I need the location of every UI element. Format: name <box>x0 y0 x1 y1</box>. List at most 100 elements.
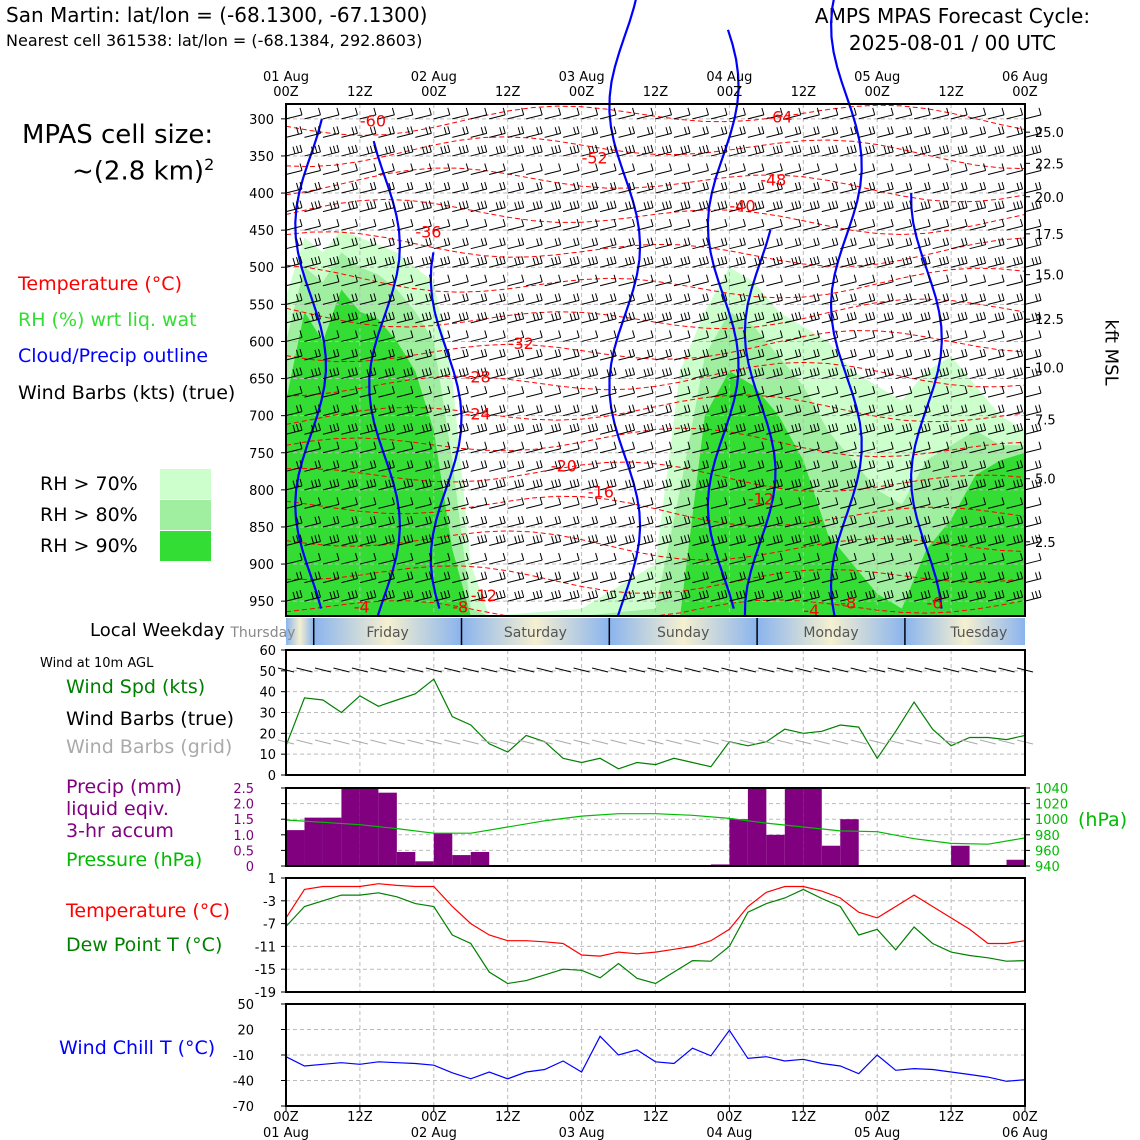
wind-barb-feather <box>779 144 783 153</box>
wind-barb-feather <box>946 200 950 208</box>
wind-barb-feather <box>739 238 743 246</box>
wind-barb-feather <box>539 385 543 394</box>
wind-barb-feather <box>521 571 525 579</box>
wind-barb <box>729 336 746 342</box>
wind-barb-feather <box>296 294 299 302</box>
wind-barb-feather <box>957 424 961 433</box>
wind-barb <box>544 392 561 398</box>
wind-barb <box>914 374 931 380</box>
wind-barb <box>396 559 413 565</box>
wind-barb-feather <box>687 460 691 468</box>
wind-barb-feather <box>628 479 632 487</box>
wind-barb <box>987 151 1005 157</box>
wind-barb <box>1006 262 1023 268</box>
wind-barb <box>526 578 543 584</box>
wind-barb-feather <box>1038 293 1042 301</box>
wind-barb-feather <box>779 534 783 542</box>
wind-barb-feather <box>909 200 913 208</box>
wind-barb-feather <box>317 460 321 468</box>
wind-barb-feather <box>813 423 817 432</box>
wind-barb-feather <box>558 515 562 524</box>
wind-barb <box>1024 281 1042 287</box>
wind-barb <box>914 244 931 250</box>
wind-barb <box>766 429 783 435</box>
wind-barb-10m <box>795 667 812 673</box>
wind-barb <box>821 244 838 250</box>
wind-barb-feather <box>332 572 336 580</box>
wind-barb-feather <box>632 181 636 190</box>
wind-barb <box>470 596 487 602</box>
weekday-segment <box>904 618 1025 645</box>
wind-barb <box>618 503 635 509</box>
wind-barb-feather <box>425 405 429 413</box>
wind-barb <box>932 114 949 120</box>
wind-barb <box>544 114 561 120</box>
wind-barb-feather <box>591 127 595 135</box>
wind-barb-feather <box>909 311 913 320</box>
wind-barb-grid <box>721 739 738 745</box>
wind-barb-feather <box>890 423 894 431</box>
wind-barb <box>858 207 875 213</box>
wind-barb-feather <box>798 515 802 524</box>
wind-barb-feather <box>480 516 484 524</box>
wind-barb-feather <box>591 423 595 432</box>
wind-barb-feather <box>517 405 521 413</box>
wind-barb-feather <box>610 201 614 209</box>
wind-barb-feather <box>462 572 466 580</box>
wind-barb-feather <box>310 146 314 154</box>
wind-barb-feather <box>942 201 946 209</box>
wind-barb-feather <box>351 201 355 209</box>
wind-barb-feather <box>761 330 765 338</box>
wind-barb <box>710 522 728 528</box>
wind-barb <box>415 559 432 565</box>
wind-barb-feather <box>591 145 595 153</box>
wind-barb <box>858 466 875 472</box>
wind-barb-grid <box>979 739 997 745</box>
wind-barb-feather <box>868 312 872 320</box>
wind-barb-feather <box>831 257 835 265</box>
wind-barb-10m <box>924 667 941 673</box>
wind-barb-feather <box>665 257 669 265</box>
wind-barb-feather <box>927 552 931 561</box>
wind-barb <box>803 448 820 454</box>
wind-barb-feather <box>702 238 706 246</box>
wind-barb <box>526 503 543 509</box>
wind-barb-feather <box>976 369 980 377</box>
wind-barb <box>341 596 358 602</box>
wind-barb-feather <box>828 369 832 377</box>
wind-barb <box>433 225 450 231</box>
wind-barb <box>341 392 358 398</box>
wind-barb <box>359 429 377 435</box>
temperature-contour <box>285 198 1026 236</box>
wind-barb-feather <box>458 369 462 377</box>
wind-barb-feather <box>942 423 946 432</box>
wind-barb-feather <box>440 257 444 266</box>
wind-barb-feather <box>591 312 595 320</box>
wind-barb-feather <box>595 552 599 561</box>
wind-barb-feather <box>569 591 573 600</box>
wind-barb-feather <box>536 368 540 376</box>
wind-barb-feather <box>632 293 636 301</box>
wind-barb-feather <box>739 590 743 599</box>
wind-barb <box>1006 429 1023 435</box>
wind-barb <box>673 522 691 528</box>
wind-barb-feather <box>757 479 761 487</box>
wind-barb-feather <box>595 534 599 542</box>
wind-barb-feather <box>465 497 469 505</box>
wind-barb-feather <box>447 515 451 524</box>
wind-barb-feather <box>388 294 392 302</box>
wind-barb-feather <box>791 202 795 210</box>
wind-barb-feather <box>717 480 721 488</box>
wind-barb-feather <box>831 349 835 358</box>
wind-barb-feather <box>310 480 314 488</box>
wind-barb <box>489 132 506 138</box>
wind-barb-feather <box>998 368 1002 376</box>
wind-barb-feather <box>924 201 928 209</box>
wind-barb-feather <box>317 423 321 431</box>
wind-barb <box>821 485 838 491</box>
wind-barb-feather <box>647 535 651 543</box>
wind-barb-feather <box>336 237 340 245</box>
wind-barb <box>581 281 598 287</box>
wind-barb <box>599 503 617 509</box>
wind-barb-feather <box>332 127 336 135</box>
